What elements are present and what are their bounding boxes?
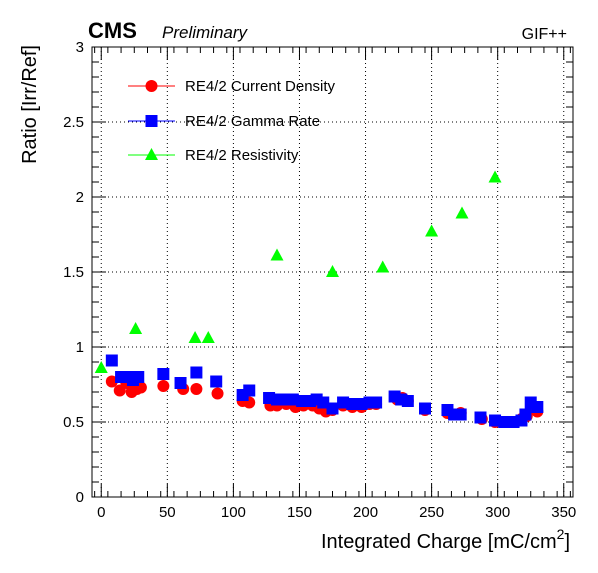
legend-entry: RE4/2 Gamma Rate <box>128 113 320 130</box>
data-point-triangle <box>94 361 108 373</box>
x-axis-title-main: Integrated Charge [mC/cm <box>321 531 557 553</box>
series-triangle <box>94 170 502 373</box>
legend-label: RE4/2 Gamma Rate <box>185 113 320 130</box>
data-point-square <box>243 384 256 397</box>
data-point-square <box>337 396 350 409</box>
legend-marker-circle <box>145 80 158 92</box>
data-point-triangle <box>376 260 390 273</box>
y-tick-label: 2.5 <box>63 114 84 131</box>
y-tick-label: 0 <box>76 489 84 506</box>
data-point-square <box>489 414 502 427</box>
data-point-square <box>326 402 339 415</box>
data-point-triangle <box>455 206 469 219</box>
x-axis-title-superscript: 2 <box>557 526 565 542</box>
data-point-square <box>190 366 203 379</box>
legend-label: RE4/2 Resistivity <box>185 147 299 164</box>
y-axis-title: Ratio [Irr/Ref] <box>19 45 41 164</box>
x-tick-label: 200 <box>353 504 378 521</box>
data-point-circle <box>190 383 203 395</box>
x-tick-label: 300 <box>485 504 510 521</box>
y-tick-label: 3 <box>76 39 84 56</box>
data-point-triangle <box>425 224 439 237</box>
facility-label: GIF++ <box>522 26 567 43</box>
data-points <box>94 170 544 428</box>
data-point-square <box>531 401 544 413</box>
x-tick-label: 150 <box>287 504 312 521</box>
status-label: Preliminary <box>162 23 249 42</box>
x-tick-label: 100 <box>221 504 246 521</box>
data-point-square <box>132 371 145 383</box>
x-tick-label: 0 <box>97 504 105 521</box>
data-point-circle <box>157 380 170 392</box>
data-point-square <box>277 393 290 406</box>
data-point-square <box>370 396 383 409</box>
data-point-square <box>498 416 511 428</box>
data-point-square <box>474 411 487 424</box>
experiment-label: CMS <box>88 18 137 43</box>
data-point-square <box>286 393 299 406</box>
legend-entry: RE4/2 Resistivity <box>128 147 299 164</box>
x-tick-label: 50 <box>159 504 176 521</box>
data-point-square <box>454 408 467 421</box>
y-tick-label: 1 <box>76 339 84 356</box>
legend-entry: RE4/2 Current Density <box>128 78 336 95</box>
x-tick-label: 350 <box>551 504 576 521</box>
y-tick-label: 0.5 <box>63 414 84 431</box>
y-tick-label: 1.5 <box>63 264 84 281</box>
data-point-square <box>317 396 330 409</box>
legend-marker-triangle <box>145 148 158 160</box>
series-square <box>105 354 544 428</box>
x-axis-title-suffix: ] <box>564 531 570 553</box>
data-point-square <box>419 402 431 415</box>
data-point-square <box>346 398 359 410</box>
data-point-square <box>519 408 532 421</box>
y-tick-label: 2 <box>76 189 84 206</box>
data-point-triangle <box>326 265 339 277</box>
data-point-triangle <box>188 331 202 343</box>
data-point-square <box>105 354 118 367</box>
data-point-circle <box>211 387 224 400</box>
x-axis-title: Integrated Charge [mC/cm2] <box>321 526 570 553</box>
x-tick-label: 250 <box>419 504 444 521</box>
data-point-square <box>157 368 170 380</box>
legend-label: RE4/2 Current Density <box>185 78 336 95</box>
legend: RE4/2 Current Density RE4/2 Gamma Rate RE4… <box>128 78 336 164</box>
data-point-square <box>210 375 223 388</box>
data-point-triangle <box>129 322 143 334</box>
data-point-square <box>401 395 414 407</box>
data-point-circle <box>105 375 118 388</box>
axis-ticks <box>92 46 573 498</box>
data-point-square <box>174 377 187 389</box>
legend-marker-square <box>145 115 158 127</box>
data-point-triangle <box>201 331 215 343</box>
data-point-triangle <box>270 248 284 261</box>
data-point-triangle <box>488 170 502 183</box>
axis-tick-labels: 0 50 100 150 200 250 300 350 0 0.5 1 1.5 2 2.5 3 <box>63 39 576 521</box>
